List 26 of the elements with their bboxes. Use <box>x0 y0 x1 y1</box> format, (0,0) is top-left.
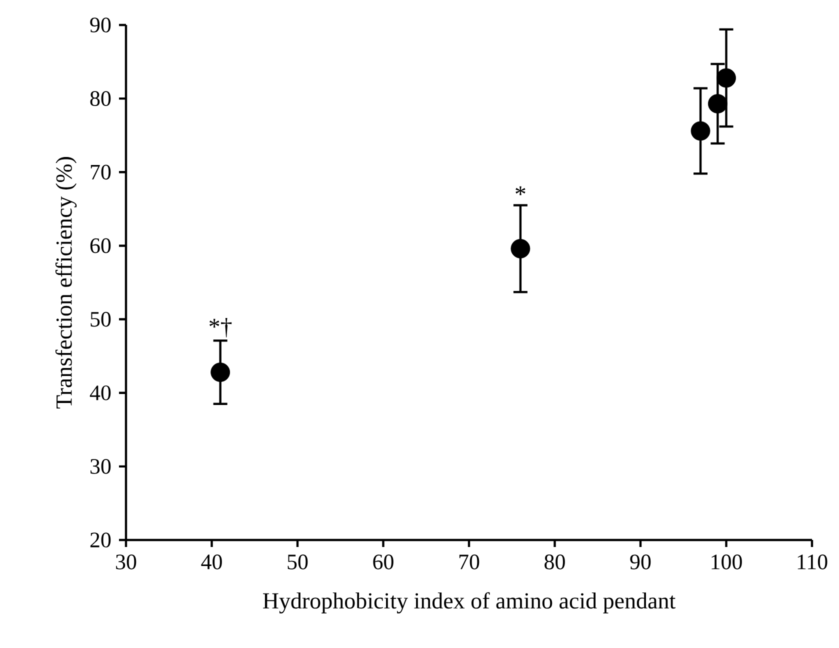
point <box>708 94 728 114</box>
y-tick-label: 80 <box>90 91 111 106</box>
y-tick-label: 90 <box>90 18 111 32</box>
y-tick-label: 20 <box>90 532 111 548</box>
x-tick-label: 50 <box>288 554 308 570</box>
x-tick-label: 60 <box>373 554 394 570</box>
point <box>510 238 530 258</box>
point <box>716 68 736 88</box>
x-axis-title: Hydrophobicity index of amino acid pendant <box>263 592 676 614</box>
annotation: * <box>516 186 526 196</box>
x-tick-label: 90 <box>630 554 651 570</box>
x-tick-label: 70 <box>459 554 480 570</box>
annotation: *† <box>210 318 232 338</box>
x-tick-label: 30 <box>116 554 136 570</box>
y-tick-label: 50 <box>90 312 111 327</box>
y-tick-label: 40 <box>90 385 111 400</box>
x-tick-label: 110 <box>798 554 828 570</box>
point <box>210 362 230 382</box>
x-tick-label: 80 <box>544 554 565 570</box>
y-axis-title: Transfection efficiency (%) <box>55 157 77 409</box>
y-tick-label: 70 <box>90 164 111 180</box>
x-tick-label: 100 <box>712 554 742 570</box>
y-tick-label: 30 <box>90 459 111 474</box>
y-tick-label: 60 <box>90 238 111 254</box>
point <box>690 121 710 141</box>
x-tick-label: 40 <box>201 554 222 570</box>
